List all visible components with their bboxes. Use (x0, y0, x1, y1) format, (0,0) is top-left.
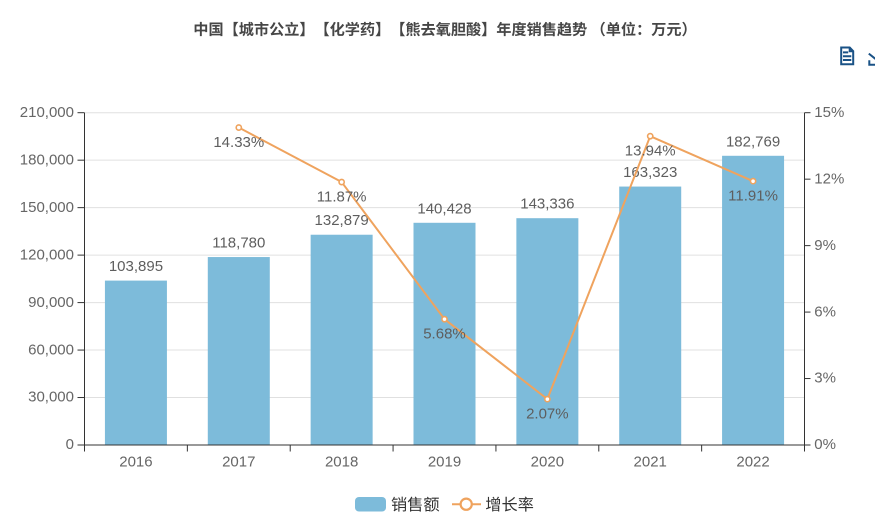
svg-text:60,000: 60,000 (28, 341, 74, 358)
svg-text:103,895: 103,895 (109, 258, 163, 275)
svg-text:12%: 12% (814, 170, 844, 187)
svg-text:6%: 6% (814, 303, 836, 320)
svg-text:143,336: 143,336 (520, 196, 574, 213)
svg-text:210,000: 210,000 (20, 104, 74, 121)
svg-text:2017: 2017 (222, 454, 255, 471)
svg-text:0%: 0% (814, 436, 836, 453)
svg-text:180,000: 180,000 (20, 151, 74, 168)
svg-text:14.33%: 14.33% (213, 134, 264, 151)
svg-text:120,000: 120,000 (20, 246, 74, 263)
svg-text:2022: 2022 (736, 454, 769, 471)
svg-text:90,000: 90,000 (28, 294, 74, 311)
svg-text:2.07%: 2.07% (526, 406, 569, 423)
svg-text:11.91%: 11.91% (728, 188, 778, 205)
svg-text:2020: 2020 (531, 454, 564, 471)
svg-text:132,879: 132,879 (315, 212, 369, 229)
svg-text:2021: 2021 (634, 454, 667, 471)
svg-text:150,000: 150,000 (20, 199, 74, 216)
svg-text:9%: 9% (814, 237, 836, 254)
svg-text:2016: 2016 (119, 454, 152, 471)
svg-text:118,780: 118,780 (212, 235, 265, 252)
svg-text:2019: 2019 (428, 454, 461, 471)
svg-text:163,323: 163,323 (623, 164, 677, 181)
svg-text:140,428: 140,428 (417, 200, 471, 217)
svg-text:15%: 15% (814, 104, 844, 121)
svg-text:0: 0 (66, 436, 74, 453)
svg-text:30,000: 30,000 (28, 389, 74, 406)
svg-text:182,769: 182,769 (726, 133, 780, 150)
svg-text:3%: 3% (814, 370, 836, 387)
svg-text:5.68%: 5.68% (423, 326, 466, 343)
svg-text:11.87%: 11.87% (317, 189, 367, 206)
svg-text:2018: 2018 (325, 454, 358, 471)
svg-text:13.94%: 13.94% (625, 143, 676, 160)
